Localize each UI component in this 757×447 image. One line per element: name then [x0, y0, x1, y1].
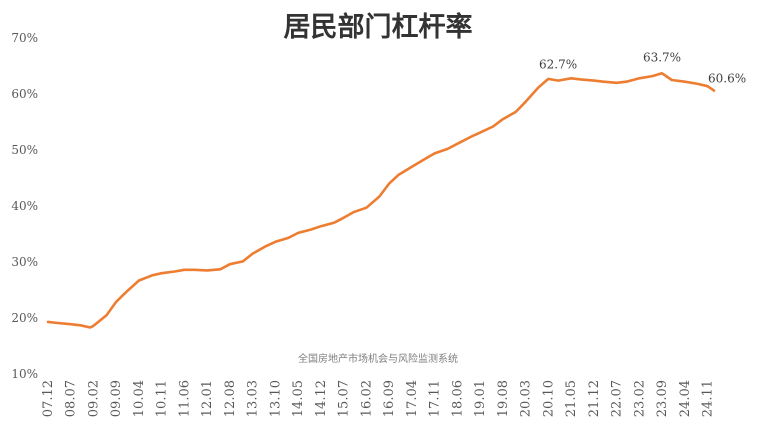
x-tick-label: 16.02: [359, 380, 374, 417]
y-tick-label: 30%: [11, 255, 38, 269]
x-tick-label: 24.04: [678, 380, 693, 417]
x-tick-label: 16.09: [382, 380, 397, 417]
x-tick-label: 18.06: [450, 380, 465, 417]
x-tick-label: 24.11: [701, 380, 716, 417]
x-tick-label: 12.08: [223, 380, 238, 417]
source-note: 全国房地产市场机会与风险监测系统: [298, 352, 458, 365]
x-tick-label: 14.12: [314, 380, 329, 417]
x-tick-label: 09.02: [86, 380, 101, 417]
x-tick-label: 22.07: [610, 380, 625, 417]
x-tick-label: 09.09: [109, 380, 124, 417]
x-tick-label: 11.06: [177, 380, 192, 417]
y-axis: 10% 20% 30% 40% 50% 60% 70%: [11, 31, 38, 381]
x-tick-label: 20.03: [519, 380, 534, 417]
x-tick-label: 17.04: [405, 380, 420, 417]
x-tick-label: 20.10: [541, 380, 556, 417]
y-tick-label: 20%: [11, 311, 38, 325]
y-tick-label: 40%: [11, 199, 38, 213]
x-tick-label: 13.03: [246, 380, 261, 417]
x-tick-label: 21.12: [587, 380, 602, 417]
x-tick-label: 07.12: [41, 380, 56, 417]
plot-area: [46, 72, 716, 329]
x-axis: 07.12 08.07 09.02 09.09 10.04 10.11 11.06 12.01…: [41, 380, 716, 417]
x-tick-label: 10.11: [155, 380, 170, 417]
x-tick-label: 12.01: [200, 380, 215, 417]
data-labels: 62.7% 63.7% 60.6%: [539, 50, 746, 85]
x-tick-label: 10.04: [132, 380, 147, 417]
y-tick-label: 60%: [11, 87, 38, 101]
x-tick-label: 13.10: [268, 380, 283, 417]
x-tick-label: 15.07: [337, 380, 352, 417]
x-tick-label: 19.08: [496, 380, 511, 417]
y-tick-label: 10%: [11, 367, 38, 381]
x-tick-label: 23.09: [655, 380, 670, 417]
series-line: [46, 72, 716, 329]
x-tick-label: 21.05: [564, 380, 579, 417]
y-tick-label: 70%: [11, 31, 38, 45]
data-label: 60.6%: [708, 72, 746, 86]
x-tick-label: 19.01: [473, 380, 488, 417]
x-tick-label: 08.07: [64, 380, 79, 417]
x-tick-label: 23.02: [632, 380, 647, 417]
y-tick-label: 50%: [11, 143, 38, 157]
x-tick-label: 17.11: [428, 380, 443, 417]
data-label: 63.7%: [643, 50, 681, 64]
x-tick-label: 14.05: [291, 380, 306, 417]
chart-title: 居民部门杠杆率: [284, 11, 473, 43]
data-label: 62.7%: [539, 58, 577, 72]
